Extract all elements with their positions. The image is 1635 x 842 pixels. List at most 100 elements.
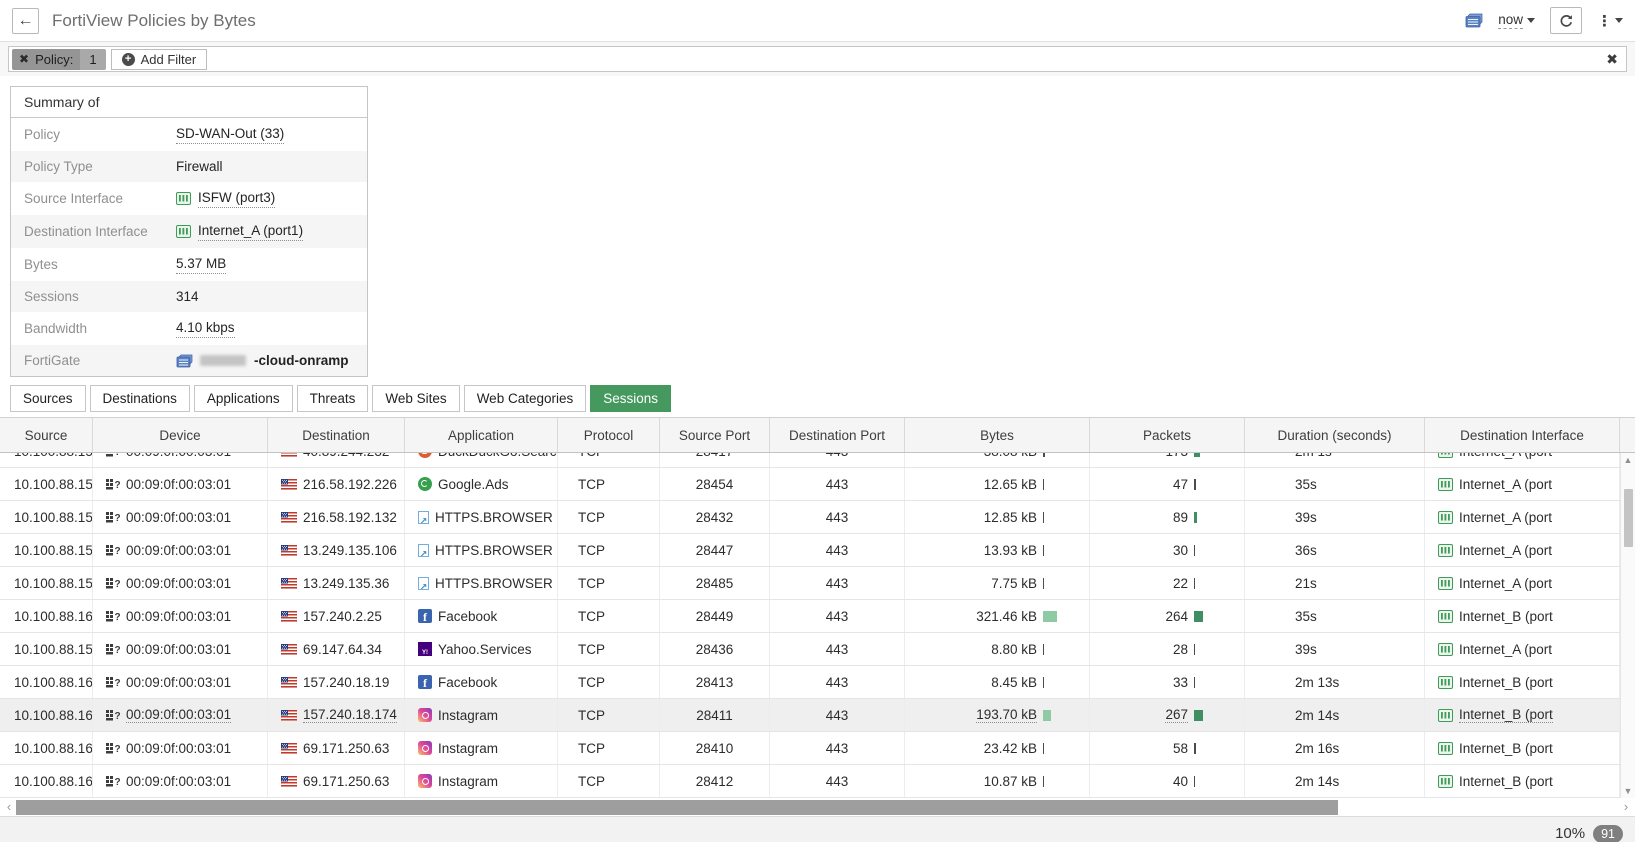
duration-value: 21s bbox=[1295, 575, 1317, 591]
column-header-source-port[interactable]: Source Port bbox=[660, 418, 770, 452]
device-icon: ? bbox=[106, 676, 120, 689]
policy-filter-chip[interactable]: ✖ Policy: 1 bbox=[12, 48, 106, 70]
column-header-duration-seconds-[interactable]: Duration (seconds) bbox=[1245, 418, 1425, 452]
source-ip: 10.100.88.161 bbox=[14, 707, 93, 723]
application-name: HTTPS.BROWSER bbox=[435, 575, 553, 591]
source-port: 28417 bbox=[696, 453, 734, 459]
filter-input-area[interactable]: ✖ Policy: 1 + Add Filter ✖ bbox=[8, 46, 1627, 72]
scroll-down-icon[interactable]: ▼ bbox=[1623, 786, 1633, 796]
us-flag-icon bbox=[281, 610, 297, 622]
scroll-left-icon[interactable]: ‹ bbox=[6, 799, 12, 814]
scroll-up-icon[interactable]: ▲ bbox=[1623, 455, 1633, 465]
application-name: HTTPS.BROWSER bbox=[435, 542, 553, 558]
table-row[interactable]: 10.100.88.161? 00:09:0f:00:03:01 69.171.25… bbox=[0, 732, 1635, 765]
us-flag-icon bbox=[281, 709, 297, 721]
more-options-menu[interactable]: ⋮ bbox=[1597, 12, 1623, 30]
source-ip: 10.100.88.151 bbox=[14, 509, 93, 525]
summary-value-text: Firewall bbox=[176, 158, 223, 174]
tab-web-sites[interactable]: Web Sites bbox=[372, 385, 460, 412]
bytes-value: 321.46 kB bbox=[976, 608, 1037, 624]
application-name: Instagram bbox=[438, 740, 499, 756]
add-filter-button[interactable]: + Add Filter bbox=[110, 48, 208, 70]
interface-icon bbox=[1438, 774, 1453, 788]
svg-text:?: ? bbox=[115, 513, 121, 524]
summary-row-label: Policy Type bbox=[24, 158, 93, 174]
table-row[interactable]: 10.100.88.161? 00:09:0f:00:03:01 157.240.1… bbox=[0, 666, 1635, 699]
filter-chip-label: Policy: bbox=[35, 51, 74, 67]
packets-value: 264 bbox=[1165, 608, 1188, 624]
pkts-bar bbox=[1194, 478, 1212, 490]
googleads-icon bbox=[418, 477, 432, 491]
column-header-source[interactable]: Source bbox=[0, 418, 93, 452]
table-row[interactable]: 10.100.88.151? 00:09:0f:00:03:01 13.249.13… bbox=[0, 567, 1635, 600]
column-header-device[interactable]: Device bbox=[93, 418, 268, 452]
source-ip: 10.100.88.161 bbox=[14, 674, 93, 690]
clear-filters-button[interactable]: ✖ bbox=[1606, 50, 1618, 67]
column-header-bytes[interactable]: Bytes bbox=[905, 418, 1090, 452]
svg-text:?: ? bbox=[115, 744, 121, 755]
horizontal-scrollbar[interactable]: ‹ › bbox=[0, 798, 1635, 816]
time-range-dropdown[interactable]: now bbox=[1498, 12, 1535, 29]
duration-value: 35s bbox=[1295, 608, 1317, 624]
source-ip: 10.100.88.161 bbox=[14, 608, 93, 624]
summary-row-value: SD-WAN-Out (33) bbox=[176, 126, 285, 144]
column-header-application[interactable]: Application bbox=[405, 418, 558, 452]
bytes-value: 38.08 kB bbox=[984, 453, 1037, 459]
horizontal-scrollbar-thumb[interactable] bbox=[16, 799, 1338, 815]
column-header-packets[interactable]: Packets bbox=[1090, 418, 1245, 452]
column-header-destination[interactable]: Destination bbox=[268, 418, 405, 452]
device-mac: 00:09:0f:00:03:01 bbox=[126, 674, 232, 690]
bytes-bar bbox=[1043, 453, 1061, 457]
summary-value-text[interactable]: Internet_A (port1) bbox=[198, 223, 304, 241]
instagram-icon bbox=[418, 708, 432, 722]
tab-sources[interactable]: Sources bbox=[10, 385, 86, 412]
table-row[interactable]: 10.100.88.151? 00:09:0f:00:03:01 13.249.13… bbox=[0, 534, 1635, 567]
summary-row-label: Policy bbox=[24, 126, 61, 142]
tab-destinations[interactable]: Destinations bbox=[89, 385, 190, 412]
protocol: TCP bbox=[578, 674, 605, 690]
back-button[interactable]: ← bbox=[12, 7, 39, 34]
table-row[interactable]: 10.100.88.151? 00:09:0f:00:03:01 216.58.19… bbox=[0, 468, 1635, 501]
interface-icon bbox=[1438, 708, 1453, 722]
duckduckgo-icon bbox=[418, 453, 432, 458]
table-row[interactable]: 10.100.88.161? 00:09:0f:00:03:01 157.240.2… bbox=[0, 600, 1635, 633]
vertical-scrollbar[interactable]: ▲ ▼ bbox=[1620, 453, 1635, 798]
destination-interface: Internet_B (port bbox=[1459, 707, 1553, 723]
summary-row-label: Bytes bbox=[24, 256, 58, 272]
tab-applications[interactable]: Applications bbox=[193, 385, 293, 412]
source-port: 28454 bbox=[695, 476, 734, 492]
bytes-bar bbox=[1043, 742, 1061, 754]
scroll-right-icon[interactable]: › bbox=[1623, 799, 1629, 814]
device-mac: 00:09:0f:00:03:01 bbox=[126, 707, 232, 723]
summary-value-text[interactable]: 4.10 kbps bbox=[176, 320, 235, 338]
summary-row-value: 4.10 kbps bbox=[176, 320, 235, 338]
destination-port: 443 bbox=[825, 674, 849, 690]
svg-text:?: ? bbox=[115, 453, 121, 458]
table-row[interactable]: 10.100.88.161? 00:09:0f:00:03:01 157.240.1… bbox=[0, 699, 1635, 732]
summary-row-label: Destination Interface bbox=[24, 223, 148, 239]
count-badge: 91 bbox=[1593, 824, 1623, 842]
table-row[interactable]: 10.100.88.151? 00:09:0f:00:03:01 69.147.64… bbox=[0, 633, 1635, 666]
application-name: DuckDuckGo.Search bbox=[438, 453, 557, 459]
tab-web-categories[interactable]: Web Categories bbox=[463, 385, 587, 412]
summary-value-text[interactable]: ISFW (port3) bbox=[198, 190, 276, 208]
facebook-icon bbox=[418, 675, 432, 689]
svg-text:?: ? bbox=[115, 678, 121, 689]
summary-row-value: Firewall bbox=[176, 159, 223, 175]
destination-ip: 40.89.244.232 bbox=[303, 453, 389, 459]
remove-filter-icon[interactable]: ✖ bbox=[19, 52, 30, 66]
table-row[interactable]: 10.100.88.151? 00:09:0f:00:03:01 40.89.244… bbox=[0, 453, 1635, 468]
column-header-protocol[interactable]: Protocol bbox=[558, 418, 660, 452]
tab-threats[interactable]: Threats bbox=[296, 385, 369, 412]
column-header-destination-interface[interactable]: Destination Interface bbox=[1425, 418, 1620, 452]
refresh-button[interactable] bbox=[1550, 7, 1582, 34]
https-icon bbox=[418, 576, 429, 590]
summary-value-text[interactable]: 5.37 MB bbox=[176, 256, 227, 274]
vertical-scrollbar-thumb[interactable] bbox=[1623, 489, 1633, 547]
summary-value-text[interactable]: SD-WAN-Out (33) bbox=[176, 126, 285, 144]
table-row[interactable]: 10.100.88.151? 00:09:0f:00:03:01 216.58.19… bbox=[0, 501, 1635, 534]
bytes-value: 7.75 kB bbox=[991, 575, 1037, 591]
tab-sessions[interactable]: Sessions bbox=[590, 385, 672, 412]
table-row[interactable]: 10.100.88.161? 00:09:0f:00:03:01 69.171.25… bbox=[0, 765, 1635, 798]
column-header-destination-port[interactable]: Destination Port bbox=[770, 418, 905, 452]
